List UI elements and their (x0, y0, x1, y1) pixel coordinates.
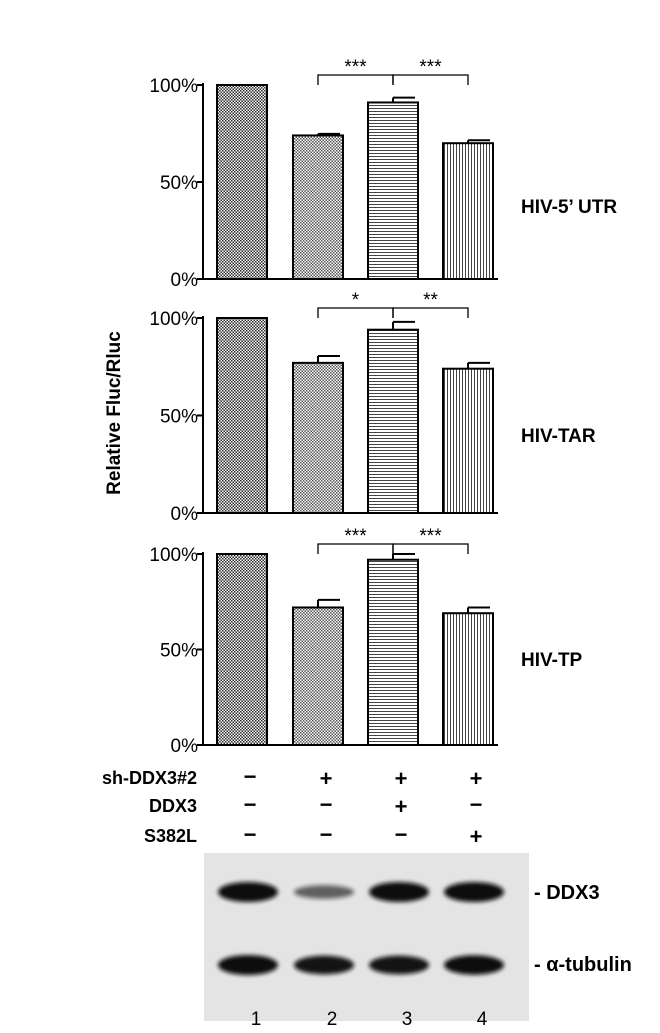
y-tick-label: 50% (160, 173, 198, 194)
y-tick-label: 100% (149, 309, 198, 330)
blot-membrane (204, 853, 529, 1021)
significance-label: *** (419, 57, 442, 78)
significance-bracket: ** (392, 290, 469, 318)
blot-band (218, 955, 278, 975)
plus-mark: + (470, 824, 483, 849)
minus-mark: − (244, 792, 257, 817)
bar (367, 101, 419, 280)
condition-label: DDX3 (149, 796, 197, 816)
y-tick-label: 100% (149, 545, 198, 566)
significance-label: ** (423, 290, 438, 311)
plus-mark: + (395, 794, 408, 819)
panel-title: HIV-TAR (521, 426, 596, 447)
panel-title: HIV-5’ UTR (521, 197, 617, 218)
significance-label: *** (344, 526, 367, 547)
bar (216, 553, 268, 746)
condition-label: S382L (144, 826, 197, 846)
panel-title: HIV-TP (521, 650, 583, 671)
y-axis-label: Relative Fluc/Rluc (104, 331, 125, 495)
bar (292, 606, 344, 746)
bar (216, 317, 268, 514)
bar (292, 361, 344, 514)
lane-number: 1 (251, 1009, 262, 1030)
bar (442, 367, 494, 515)
chart-panel-1: 0% 50% 100% *** *** HIV-5’ UTR (149, 57, 617, 291)
blot-band (369, 955, 429, 975)
condition-label: sh-DDX3#2 (102, 768, 197, 788)
significance-bracket: *** (317, 526, 394, 554)
bar (442, 612, 494, 747)
blot-band (294, 885, 354, 899)
blot-band (444, 882, 504, 902)
plus-mark: + (470, 766, 483, 791)
minus-mark: − (244, 764, 257, 789)
bar (367, 328, 419, 515)
minus-mark: − (244, 822, 257, 847)
band-label: - DDX3 (534, 882, 600, 904)
minus-mark: − (320, 822, 333, 847)
band-label: - α-tubulin (534, 954, 632, 976)
condition-row: sh-DDX3#2 − + + + (102, 764, 482, 791)
bar (442, 142, 494, 280)
significance-label: * (352, 290, 360, 311)
lane-number: 3 (402, 1009, 413, 1030)
blot-band (369, 882, 429, 902)
y-tick-label: 100% (149, 76, 198, 97)
minus-mark: − (470, 792, 483, 817)
minus-mark: − (395, 822, 408, 847)
western-blot: - DDX3 - α-tubulin 1 2 3 4 (204, 853, 632, 1030)
significance-bracket: * (317, 290, 394, 318)
lane-number: 4 (477, 1009, 488, 1030)
bar (367, 558, 419, 746)
significance-bracket: *** (392, 57, 469, 85)
condition-table: sh-DDX3#2− + + +DDX3− − + −S382L − − − + (102, 764, 482, 849)
blot-band (294, 955, 354, 975)
y-tick-label: 50% (160, 641, 198, 662)
blot-band (218, 882, 278, 902)
blot-band-row: - α-tubulin (218, 954, 632, 976)
chart-panel-2: 0%50%100%* **HIV-TAR (149, 290, 595, 525)
bar (292, 134, 344, 280)
significance-label: *** (344, 57, 367, 78)
condition-row: DDX3 − − + − (149, 792, 482, 819)
y-tick-label: 0% (171, 270, 199, 291)
lane-number: 2 (327, 1009, 338, 1030)
significance-bracket: *** (392, 526, 469, 554)
significance-label: *** (419, 526, 442, 547)
minus-mark: − (320, 792, 333, 817)
chart-panel-3: 0% 50% 100% *** *** HIV-TP (149, 526, 582, 757)
significance-bracket: *** (317, 57, 394, 85)
y-tick-label: 0% (171, 504, 199, 525)
blot-band (444, 955, 504, 975)
y-tick-label: 50% (160, 407, 198, 428)
blot-band-row: - DDX3 (218, 882, 600, 904)
plus-mark: + (320, 766, 333, 791)
condition-row: S382L − − − + (144, 822, 482, 849)
bar (216, 84, 268, 280)
y-tick-label: 0% (171, 736, 199, 757)
plus-mark: + (395, 766, 408, 791)
